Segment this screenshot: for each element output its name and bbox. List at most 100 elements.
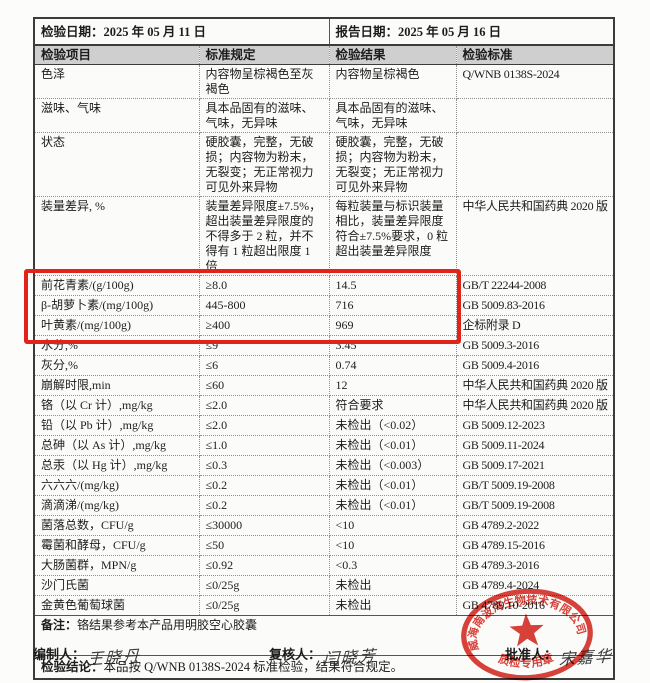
table-row: 霉菌和酵母，CFU/g ≤50 <10 GB 4789.15-2016 [33, 535, 615, 556]
date-row: 检验日期：2025 年 05 月 11 日 报告日期：2025 年 05 月 1… [34, 18, 615, 46]
cell-result: 未检出（<0.01） [328, 435, 457, 456]
column-header-result: 检验结果 [328, 44, 457, 65]
cell-result: 0.74 [328, 355, 457, 376]
cell-item: 灰分,% [33, 355, 200, 376]
cell-result: 具本品固有的滋味、气味，无异味 [328, 98, 457, 133]
report-date-label: 报告日期： [335, 24, 399, 39]
cell-standard: GB 5009.12-2023 [455, 415, 615, 436]
remark-row: 备注：铬结果参考本产品用明胶空心胶囊 [33, 615, 615, 656]
cell-standard: GB/T 22244-2008 [455, 275, 615, 296]
cell-spec: 具本品固有的滋味、气味，无异味 [198, 98, 330, 133]
cell-item: β-胡萝卜素/(mg/100g) [33, 295, 200, 316]
cell-standard [455, 98, 615, 133]
cell-item: 状态 [33, 132, 200, 197]
cell-spec: ≤50 [198, 535, 330, 556]
cell-item: 大肠菌群，MPN/g [33, 555, 200, 576]
column-header-item: 检验项目 [33, 44, 200, 65]
cell-result: 969 [328, 315, 457, 336]
cell-spec: ≤60 [198, 375, 330, 396]
table-header-row: 检验项目 标准规定 检验结果 检验标准 [33, 44, 615, 65]
cell-item: 前花青素/(g/100g) [33, 275, 200, 296]
cell-spec: ≤0.2 [198, 475, 330, 496]
cell-item: 铅（以 Pb 计）,mg/kg [33, 415, 200, 436]
column-header-spec: 标准规定 [198, 44, 330, 65]
cell-standard: GB 5009.83-2016 [455, 295, 615, 316]
cell-standard: GB/T 5009.19-2008 [455, 495, 615, 516]
cell-spec: ≤2.0 [198, 415, 330, 436]
table-row: 水分,% ≤9 3.45 GB 5009.3-2016 [33, 335, 615, 356]
cell-result: 内容物呈棕褐色 [328, 64, 457, 99]
cell-spec: ≤0.92 [198, 555, 330, 576]
stamp-caption-text: 质检专用章 [496, 648, 556, 671]
conclusion-label: 检验结论： [41, 660, 104, 674]
cell-item: 色泽 [33, 64, 200, 99]
cell-spec: ≤0.2 [198, 495, 330, 516]
cell-result: 未检出（<0.01） [328, 475, 457, 496]
cell-standard: 中华人民共和国药典 2020 版 [455, 196, 615, 276]
inspection-date-label: 检验日期： [41, 24, 104, 39]
cell-standard: 企标附录 D [455, 315, 615, 336]
table-row: 叶黄素/(mg/100g) ≥400 969 企标附录 D [33, 315, 615, 336]
table-row: 总砷（以 As 计）,mg/kg ≤1.0 未检出（<0.01） GB 5009.11… [33, 435, 615, 456]
inspection-date-cell: 检验日期：2025 年 05 月 11 日 [34, 18, 330, 46]
cell-result: <10 [328, 535, 457, 556]
table-row: 铅（以 Pb 计）,mg/kg ≤2.0 未检出（<0.02） GB 5009.12-… [33, 415, 615, 436]
cell-item: 菌落总数，CFU/g [33, 515, 200, 536]
cell-standard: GB 5009.17-2021 [455, 455, 615, 476]
cell-standard: GB 4789.15-2016 [455, 535, 615, 556]
cell-standard: GB 4789.3-2016 [455, 555, 615, 576]
cell-standard: GB/T 5009.19-2008 [455, 475, 615, 496]
cell-result: <10 [328, 515, 457, 536]
cell-spec: ≤0/25g [198, 575, 330, 596]
cell-result: 12 [328, 375, 457, 396]
cell-spec: 445-800 [198, 295, 330, 316]
cell-standard: 中华人民共和国药典 2020 版 [455, 395, 615, 416]
cell-result: 未检出 [328, 595, 457, 616]
cell-spec: ≤1.0 [198, 435, 330, 456]
table-row: β-胡萝卜素/(mg/100g) 445-800 716 GB 5009.83-201… [33, 295, 615, 316]
cell-item: 沙门氏菌 [33, 575, 200, 596]
signature-line: 编制人： 王晓丹 复核人： 闫晓芳 批准人： 宋嘉华 [33, 644, 613, 669]
cell-standard: Q/WNB 0138S-2024 [455, 64, 615, 99]
cell-result: <0.3 [328, 555, 457, 576]
table-row: 大肠菌群，MPN/g ≤0.92 <0.3 GB 4789.3-2016 [33, 555, 615, 576]
cell-item: 叶黄素/(mg/100g) [33, 315, 200, 336]
cell-spec: ≤2.0 [198, 395, 330, 416]
cell-item: 金黄色葡萄球菌 [33, 595, 200, 616]
cell-result: 未检出（<0.01） [328, 495, 457, 516]
column-header-standard: 检验标准 [455, 44, 615, 65]
stamp-star-icon [509, 613, 544, 647]
cell-result: 未检出（<0.003） [328, 455, 457, 476]
cell-result: 符合要求 [328, 395, 457, 416]
cell-spec: 装量差异限度±7.5%，超出装量差异限度的不得多于 2 粒，并不得有 1 粒超出… [198, 196, 330, 276]
approved-label: 批准人： [504, 647, 557, 662]
cell-item: 霉菌和酵母，CFU/g [33, 535, 200, 556]
cell-item: 总砷（以 As 计）,mg/kg [33, 435, 200, 456]
table-row: 总汞（以 Hg 计）,mg/kg ≤0.3 未检出（<0.003） GB 5009.1… [33, 455, 615, 476]
inspection-date-value: 2025 年 05 月 11 日 [103, 24, 206, 39]
cell-result: 未检出（<0.02） [328, 415, 457, 436]
reviewed-by: 复核人： 闫晓芳 [268, 644, 377, 669]
cell-spec: 硬胶囊，完整，无破损；内容物为粉末，无裂变；无正常视力可见外来异物 [198, 132, 330, 197]
cell-result: 716 [328, 295, 457, 316]
table-row: 前花青素/(g/100g) ≥8.0 14.5 GB/T 22244-2008 [33, 275, 615, 296]
cell-spec: ≤0/25g [198, 595, 330, 616]
cell-standard: GB 5009.3-2016 [455, 335, 615, 356]
prepared-label: 编制人： [33, 647, 86, 662]
approved-by: 批准人： 宋嘉华 [504, 644, 613, 669]
reviewed-label: 复核人： [268, 647, 321, 662]
remark-cell: 备注：铬结果参考本产品用明胶空心胶囊 [33, 615, 615, 656]
cell-standard: 中华人民共和国药典 2020 版 [455, 375, 615, 396]
remark-label: 备注： [41, 618, 78, 632]
table-row: 滴滴涕/(mg/kg) ≤0.2 未检出（<0.01） GB/T 5009.19-20… [33, 495, 615, 516]
cell-item: 滴滴涕/(mg/kg) [33, 495, 200, 516]
table-row: 色泽 内容物呈棕褐色至灰褐色 内容物呈棕褐色 Q/WNB 0138S-2024 [33, 64, 615, 99]
cell-spec: ≥400 [198, 315, 330, 336]
cell-standard: GB 4789.2-2022 [455, 515, 615, 536]
prepared-signature: 王晓丹 [86, 648, 142, 669]
report-date-value: 2025 年 05 月 16 日 [398, 24, 502, 39]
conclusion-text: 本品按 Q/WNB 0138S-2024 标准检验，结果符合规定。 [103, 660, 404, 674]
table-row: 菌落总数，CFU/g ≤30000 <10 GB 4789.2-2022 [33, 515, 615, 536]
stamp-ring [461, 588, 593, 681]
